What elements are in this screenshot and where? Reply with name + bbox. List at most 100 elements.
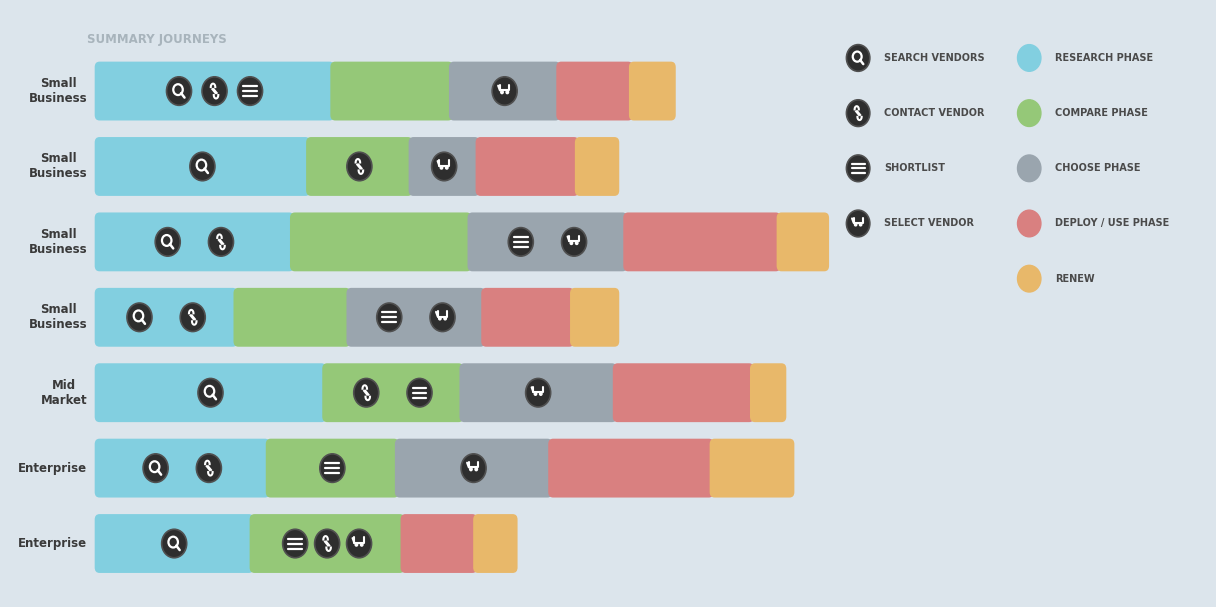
FancyBboxPatch shape <box>95 62 334 121</box>
Circle shape <box>432 152 457 181</box>
FancyBboxPatch shape <box>473 514 518 573</box>
Circle shape <box>237 77 263 106</box>
Circle shape <box>354 378 378 407</box>
Circle shape <box>855 223 857 226</box>
Circle shape <box>846 210 869 237</box>
Text: CHOOSE PHASE: CHOOSE PHASE <box>1055 163 1141 174</box>
Circle shape <box>198 378 223 407</box>
Circle shape <box>180 303 206 331</box>
FancyBboxPatch shape <box>95 288 237 347</box>
Text: SHORTLIST: SHORTLIST <box>884 163 945 174</box>
Text: SUMMARY JOURNEYS: SUMMARY JOURNEYS <box>88 33 227 46</box>
Circle shape <box>320 454 345 483</box>
FancyBboxPatch shape <box>289 212 472 271</box>
Circle shape <box>1018 45 1041 71</box>
Circle shape <box>445 166 447 169</box>
FancyBboxPatch shape <box>266 439 399 498</box>
Circle shape <box>282 529 308 558</box>
Text: Mid
Market: Mid Market <box>41 379 88 407</box>
FancyBboxPatch shape <box>331 62 454 121</box>
FancyBboxPatch shape <box>710 439 794 498</box>
Circle shape <box>501 91 503 93</box>
Circle shape <box>846 155 869 181</box>
Text: Enterprise: Enterprise <box>18 461 88 475</box>
Circle shape <box>347 529 372 558</box>
FancyBboxPatch shape <box>400 514 477 573</box>
Circle shape <box>469 468 472 470</box>
Circle shape <box>506 91 508 93</box>
FancyBboxPatch shape <box>95 137 310 196</box>
Text: COMPARE PHASE: COMPARE PHASE <box>1055 108 1148 118</box>
Text: Small
Business: Small Business <box>29 228 88 256</box>
Circle shape <box>1018 100 1041 126</box>
Circle shape <box>440 166 443 169</box>
FancyBboxPatch shape <box>449 62 561 121</box>
FancyBboxPatch shape <box>482 288 574 347</box>
Text: Enterprise: Enterprise <box>18 537 88 550</box>
Circle shape <box>347 152 372 181</box>
Text: RENEW: RENEW <box>1055 274 1094 283</box>
Circle shape <box>377 303 401 331</box>
Circle shape <box>1018 210 1041 237</box>
FancyBboxPatch shape <box>395 439 552 498</box>
Circle shape <box>461 454 486 483</box>
Circle shape <box>196 454 221 483</box>
FancyBboxPatch shape <box>467 212 627 271</box>
Circle shape <box>190 152 215 181</box>
Circle shape <box>430 303 455 331</box>
Circle shape <box>846 45 869 71</box>
FancyBboxPatch shape <box>249 514 405 573</box>
FancyBboxPatch shape <box>570 288 619 347</box>
FancyBboxPatch shape <box>575 137 619 196</box>
Circle shape <box>475 468 478 470</box>
FancyBboxPatch shape <box>95 363 326 422</box>
Text: Small
Business: Small Business <box>29 152 88 180</box>
FancyBboxPatch shape <box>95 514 254 573</box>
FancyBboxPatch shape <box>460 363 617 422</box>
FancyBboxPatch shape <box>409 137 479 196</box>
Circle shape <box>562 228 586 256</box>
FancyBboxPatch shape <box>306 137 412 196</box>
Circle shape <box>1018 155 1041 181</box>
Circle shape <box>208 228 233 256</box>
Circle shape <box>167 77 192 106</box>
FancyBboxPatch shape <box>750 363 787 422</box>
Circle shape <box>1018 265 1041 292</box>
Circle shape <box>439 317 441 320</box>
FancyBboxPatch shape <box>629 62 676 121</box>
Circle shape <box>575 242 578 245</box>
Circle shape <box>444 317 446 320</box>
Circle shape <box>540 392 542 395</box>
Text: RESEARCH PHASE: RESEARCH PHASE <box>1055 53 1153 63</box>
Circle shape <box>143 454 168 483</box>
Circle shape <box>508 228 534 256</box>
Circle shape <box>360 543 364 546</box>
Text: CONTACT VENDOR: CONTACT VENDOR <box>884 108 985 118</box>
FancyBboxPatch shape <box>777 212 829 271</box>
FancyBboxPatch shape <box>233 288 350 347</box>
Text: Small
Business: Small Business <box>29 304 88 331</box>
Circle shape <box>162 529 187 558</box>
FancyBboxPatch shape <box>347 288 485 347</box>
Circle shape <box>570 242 573 245</box>
FancyBboxPatch shape <box>624 212 781 271</box>
FancyBboxPatch shape <box>322 363 463 422</box>
FancyBboxPatch shape <box>613 363 754 422</box>
Circle shape <box>156 228 180 256</box>
FancyBboxPatch shape <box>95 439 270 498</box>
Circle shape <box>202 77 227 106</box>
Text: SEARCH VENDORS: SEARCH VENDORS <box>884 53 985 63</box>
Circle shape <box>126 303 152 331</box>
Text: Small
Business: Small Business <box>29 77 88 105</box>
Circle shape <box>492 77 517 106</box>
Text: SELECT VENDOR: SELECT VENDOR <box>884 219 974 228</box>
Circle shape <box>860 223 862 226</box>
Text: DEPLOY / USE PHASE: DEPLOY / USE PHASE <box>1055 219 1170 228</box>
Circle shape <box>355 543 358 546</box>
FancyBboxPatch shape <box>548 439 714 498</box>
Circle shape <box>534 392 536 395</box>
FancyBboxPatch shape <box>556 62 634 121</box>
Circle shape <box>846 100 869 126</box>
Circle shape <box>315 529 339 558</box>
FancyBboxPatch shape <box>475 137 579 196</box>
